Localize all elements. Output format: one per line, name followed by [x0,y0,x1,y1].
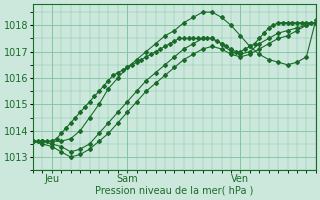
X-axis label: Pression niveau de la mer( hPa ): Pression niveau de la mer( hPa ) [95,186,253,196]
